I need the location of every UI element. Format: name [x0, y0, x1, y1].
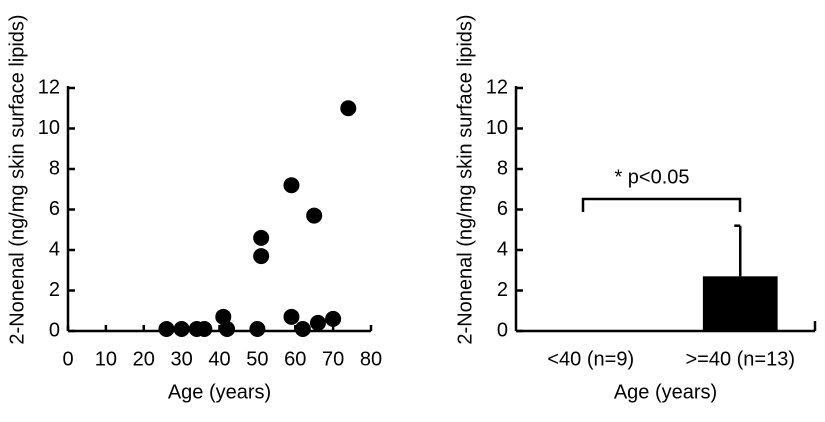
y-tick-label: 12: [486, 76, 508, 98]
x-tick-label: 70: [322, 348, 344, 370]
y-tick-label: 2: [497, 279, 508, 301]
x-tick-label: 60: [284, 348, 306, 370]
y-axis-label: 2-Nonenal (ng/mg skin surface lipids): [6, 14, 28, 344]
x-tick-label: 80: [360, 348, 382, 370]
x-tick-label: 0: [62, 348, 73, 370]
scatter-point: [253, 229, 270, 246]
scatter-point: [294, 320, 311, 337]
y-tick-label: 10: [486, 117, 508, 139]
y-axis-label: 2-Nonenal (ng/mg skin surface lipids): [454, 14, 476, 344]
annotation: * p<0.05: [614, 166, 689, 188]
scatter-point: [173, 320, 190, 337]
y-tick-label: 12: [38, 76, 60, 98]
y-tick-label: 6: [497, 198, 508, 220]
y-tick-label: 8: [49, 157, 60, 179]
x-tick-label: 20: [133, 348, 155, 370]
y-tick-label: 6: [49, 198, 60, 220]
scatter-point: [309, 314, 326, 331]
x-tick-label: >=40 (n=13): [685, 348, 795, 370]
y-tick-label: 4: [49, 238, 60, 260]
y-tick-label: 10: [38, 117, 60, 139]
x-tick-label: <40 (n=9): [547, 348, 634, 370]
y-tick-label: 0: [49, 319, 60, 341]
x-axis-label: Age (years): [168, 381, 271, 403]
scatter-point: [249, 320, 266, 337]
bar: [702, 276, 778, 331]
scatter-point: [158, 320, 175, 337]
significance-bracket: [581, 197, 742, 212]
y-tick-label: 8: [497, 157, 508, 179]
scatter-point: [325, 310, 342, 327]
scatter-point: [215, 308, 232, 325]
scatter-point: [219, 320, 236, 337]
scatter-point: [340, 100, 357, 117]
x-tick-label: 30: [171, 348, 193, 370]
x-tick-label: 40: [208, 348, 230, 370]
scatter-point: [253, 248, 270, 265]
y-tick-label: 0: [497, 319, 508, 341]
x-axis-label: Age (years): [614, 381, 717, 403]
scatter-point: [306, 207, 323, 224]
y-tick-label: 4: [497, 238, 508, 260]
scatter-point: [283, 308, 300, 325]
x-tick-label: 10: [95, 348, 117, 370]
scatter-point: [283, 177, 300, 194]
x-tick-label: 50: [246, 348, 268, 370]
y-tick-label: 2: [49, 279, 60, 301]
scatter-point: [196, 320, 213, 337]
